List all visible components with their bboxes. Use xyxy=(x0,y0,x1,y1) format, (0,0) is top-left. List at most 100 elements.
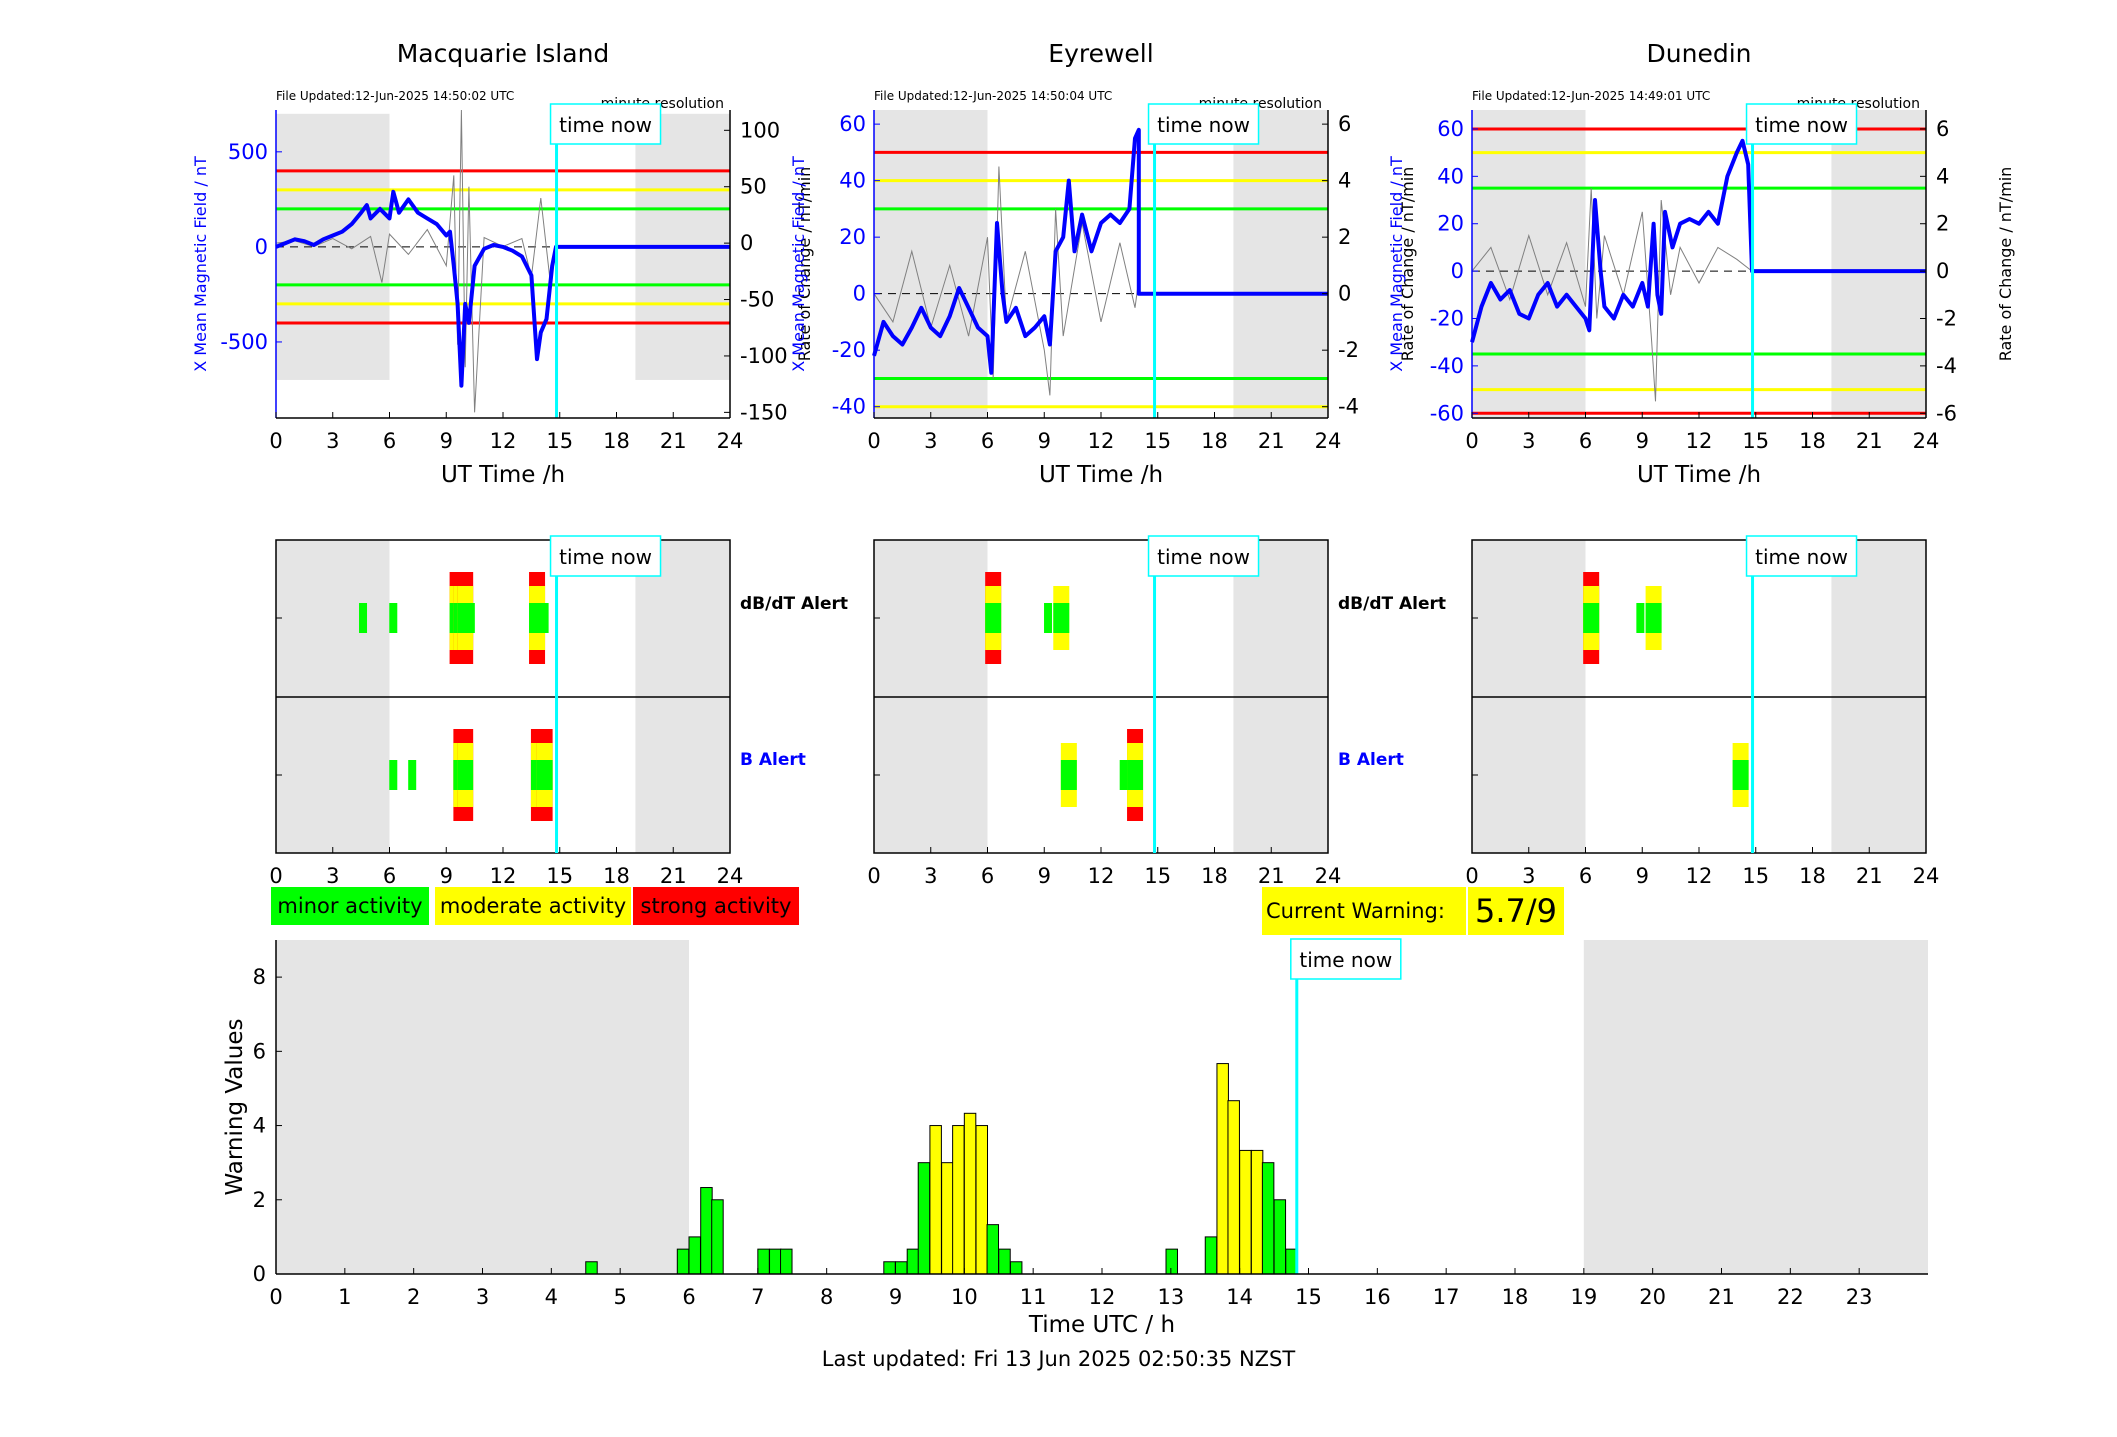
dunedin-x-tick-label: 18 xyxy=(1799,429,1826,453)
macquarie-island-b-alert-label: B Alert xyxy=(740,750,806,770)
eyrewell-left-tick-label: 20 xyxy=(839,225,866,249)
dunedin-alert-x-tick-label: 15 xyxy=(1742,864,1769,888)
macquarie-island-alert-x-tick-label: 21 xyxy=(660,864,687,888)
dunedin-time-now-label: time now xyxy=(1755,113,1848,137)
warning-bar xyxy=(883,1261,896,1275)
eyrewell-x-tick-label: 15 xyxy=(1144,429,1171,453)
eyrewell-x-tick-label: 18 xyxy=(1201,429,1228,453)
dunedin-x-tick-label: 21 xyxy=(1856,429,1883,453)
macquarie-island-title: Macquarie Island xyxy=(397,39,610,68)
eyrewell-b-alert-mark xyxy=(1119,760,1128,790)
dunedin-b-alert-mark xyxy=(1732,760,1749,790)
eyrewell-x-tick-label: 9 xyxy=(1038,429,1051,453)
dunedin-alert-x-tick-label: 12 xyxy=(1686,864,1713,888)
dunedin-left-tick-label: -40 xyxy=(1430,354,1464,378)
dunedin-file-updated: File Updated:12-Jun-2025 14:49:01 UTC xyxy=(1472,89,1710,103)
macquarie-island-left-ylabel: X Mean Magnetic Field / nT xyxy=(191,156,210,372)
warning-bar xyxy=(998,1248,1011,1275)
dunedin-alert-x-tick-label: 0 xyxy=(1465,864,1478,888)
dunedin-alert-time-now-box xyxy=(1745,535,1858,577)
macquarie-island-rate-series xyxy=(275,109,557,413)
eyrewell-dbdt-alert-mark xyxy=(1044,603,1053,633)
eyrewell-right-tick-label: -4 xyxy=(1338,395,1359,419)
warning-x-tick-label: 4 xyxy=(545,1285,558,1309)
eyrewell-alert-x-tick-label: 18 xyxy=(1201,864,1228,888)
eyrewell-left-ylabel: X Mean Magnetic Field / nT xyxy=(789,156,808,372)
eyrewell-alert-x-tick-label: 24 xyxy=(1315,864,1342,888)
warning-y-tick-label: 4 xyxy=(253,1114,266,1138)
dunedin-title: Dunedin xyxy=(1647,39,1752,68)
dunedin-right-tick-label: -4 xyxy=(1936,354,1957,378)
macquarie-island-x-tick-label: 15 xyxy=(546,429,573,453)
warning-x-tick-label: 17 xyxy=(1433,1285,1460,1309)
legend-strong-activity: strong activity xyxy=(633,887,799,925)
dunedin-dbdt-alert-mark xyxy=(1583,603,1600,633)
dunedin-dbdt-alert-mark xyxy=(1636,603,1645,633)
warning-x-tick-label: 18 xyxy=(1502,1285,1529,1309)
macquarie-island-alert-x-tick-label: 3 xyxy=(326,864,339,888)
warning-bar xyxy=(1273,1199,1287,1275)
warning-x-tick-label: 22 xyxy=(1777,1285,1804,1309)
warning-x-tick-label: 1 xyxy=(338,1285,351,1309)
dunedin-left-tick-label: -60 xyxy=(1430,401,1464,425)
macquarie-island-alert-x-tick-label: 0 xyxy=(269,864,282,888)
eyrewell-right-tick-label: 2 xyxy=(1338,225,1351,249)
macquarie-island-right-ylabel: Rate of Change / nT/min xyxy=(795,167,814,362)
eyrewell-alert-x-tick-label: 12 xyxy=(1088,864,1115,888)
macquarie-island-right-tick-label: -100 xyxy=(740,344,788,368)
macquarie-island-right-tick-label: -50 xyxy=(740,288,774,312)
eyrewell-alert-x-tick-label: 9 xyxy=(1038,864,1051,888)
eyrewell-rate-series xyxy=(873,166,1140,396)
warning-bar xyxy=(1165,1248,1178,1275)
warning-bar xyxy=(975,1125,989,1275)
macquarie-island-file-updated: File Updated:12-Jun-2025 14:50:02 UTC xyxy=(276,89,514,103)
warning-time-now-label: time now xyxy=(1299,948,1392,972)
current-warning-value: 5.7/9 xyxy=(1466,887,1564,935)
dunedin-xlabel: UT Time /h xyxy=(1637,462,1761,488)
warning-x-tick-label: 2 xyxy=(407,1285,420,1309)
macquarie-island-x-tick-label: 6 xyxy=(383,429,396,453)
macquarie-island-b-alert-mark xyxy=(408,760,417,790)
eyrewell-right-tick-label: -2 xyxy=(1338,338,1359,362)
macquarie-island-alert-time-now-box xyxy=(549,535,662,577)
eyrewell-x-tick-label: 6 xyxy=(981,429,994,453)
eyrewell-x-tick-label: 0 xyxy=(867,429,880,453)
warning-bar xyxy=(895,1261,908,1275)
macquarie-island-dbdt-alert-mark xyxy=(466,603,475,633)
macquarie-island-dbdt-alert-mark xyxy=(359,603,368,633)
eyrewell-time-now-label: time now xyxy=(1157,113,1250,137)
dunedin-right-tick-label: 6 xyxy=(1936,117,1949,141)
warning-x-tick-label: 6 xyxy=(682,1285,695,1309)
warning-x-tick-label: 3 xyxy=(476,1285,489,1309)
macquarie-island-x-tick-label: 12 xyxy=(490,429,517,453)
warning-x-tick-label: 5 xyxy=(613,1285,626,1309)
macquarie-island-left-tick-label: 0 xyxy=(255,235,268,259)
warning-x-tick-label: 15 xyxy=(1295,1285,1322,1309)
dunedin-left-tick-label: 0 xyxy=(1451,259,1464,283)
warning-x-tick-label: 23 xyxy=(1846,1285,1873,1309)
macquarie-island-alert-x-tick-label: 6 xyxy=(383,864,396,888)
macquarie-island-alert-x-tick-label: 18 xyxy=(603,864,630,888)
warning-bar xyxy=(917,1162,931,1275)
eyrewell-alert-x-tick-label: 3 xyxy=(924,864,937,888)
macquarie-island-alert-x-tick-label: 9 xyxy=(440,864,453,888)
warning-bar xyxy=(1216,1063,1229,1275)
macquarie-island-dbdt-alert-mark xyxy=(389,603,398,633)
warning-x-tick-label: 9 xyxy=(889,1285,902,1309)
dunedin-left-tick-label: 60 xyxy=(1437,117,1464,141)
warning-bar xyxy=(700,1187,713,1275)
warning-time-now-box xyxy=(1290,938,1402,980)
warning-bar xyxy=(929,1125,942,1275)
eyrewell-x-tick-label: 21 xyxy=(1258,429,1285,453)
current-warning-label: Current Warning: xyxy=(1266,899,1445,923)
eyrewell-dbdt-alert-mark xyxy=(1053,603,1070,633)
dunedin-left-ylabel: X Mean Magnetic Field / nT xyxy=(1387,156,1406,372)
macquarie-island-field-series xyxy=(275,189,730,388)
dunedin-alert-x-tick-label: 9 xyxy=(1636,864,1649,888)
macquarie-island-x-tick-label: 24 xyxy=(717,429,744,453)
warning-bar xyxy=(1204,1236,1218,1275)
macquarie-island-alert-x-tick-label: 12 xyxy=(490,864,517,888)
dunedin-x-tick-label: 9 xyxy=(1636,429,1649,453)
macquarie-island-right-tick-label: 50 xyxy=(740,175,767,199)
